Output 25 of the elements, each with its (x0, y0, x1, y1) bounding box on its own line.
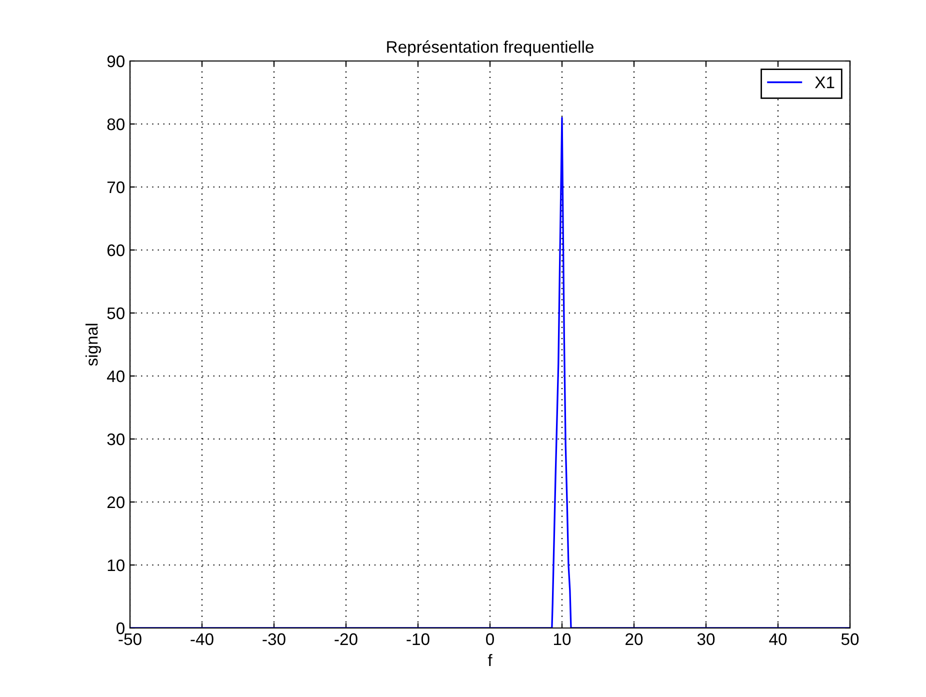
chart-title: Représentation frequentielle (387, 40, 594, 56)
x-tick-label: 10 (554, 633, 571, 646)
y-tick-label: 20 (107, 496, 124, 508)
x-tick-label: -10 (406, 633, 430, 646)
y-tick-label: 10 (108, 559, 124, 572)
legend-label: X1 (814, 76, 834, 88)
y-tick-label: 40 (106, 370, 124, 382)
y-axis-title: signal (86, 324, 102, 366)
x-tick-label: 40 (769, 633, 787, 646)
y-tick-label: 70 (107, 181, 124, 194)
y-tick-label: 50 (107, 307, 124, 320)
y-tick-label: 90 (107, 55, 124, 68)
y-tick-label: 0 (116, 622, 124, 634)
x-tick-label: 20 (626, 633, 643, 646)
x-tick-label: 30 (697, 633, 715, 646)
x-tick-label: 0 (486, 633, 494, 646)
x-tick-label: -30 (262, 633, 286, 646)
x-tick-label: -40 (190, 633, 214, 646)
x-tick-label: -20 (334, 633, 358, 646)
x-tick-label: -50 (118, 633, 142, 646)
x-axis-title: f (488, 654, 492, 666)
x-tick-label: 50 (841, 633, 859, 646)
y-tick-label: 60 (107, 244, 124, 256)
y-tick-label: 30 (107, 433, 124, 446)
y-tick-label: 80 (107, 118, 124, 130)
